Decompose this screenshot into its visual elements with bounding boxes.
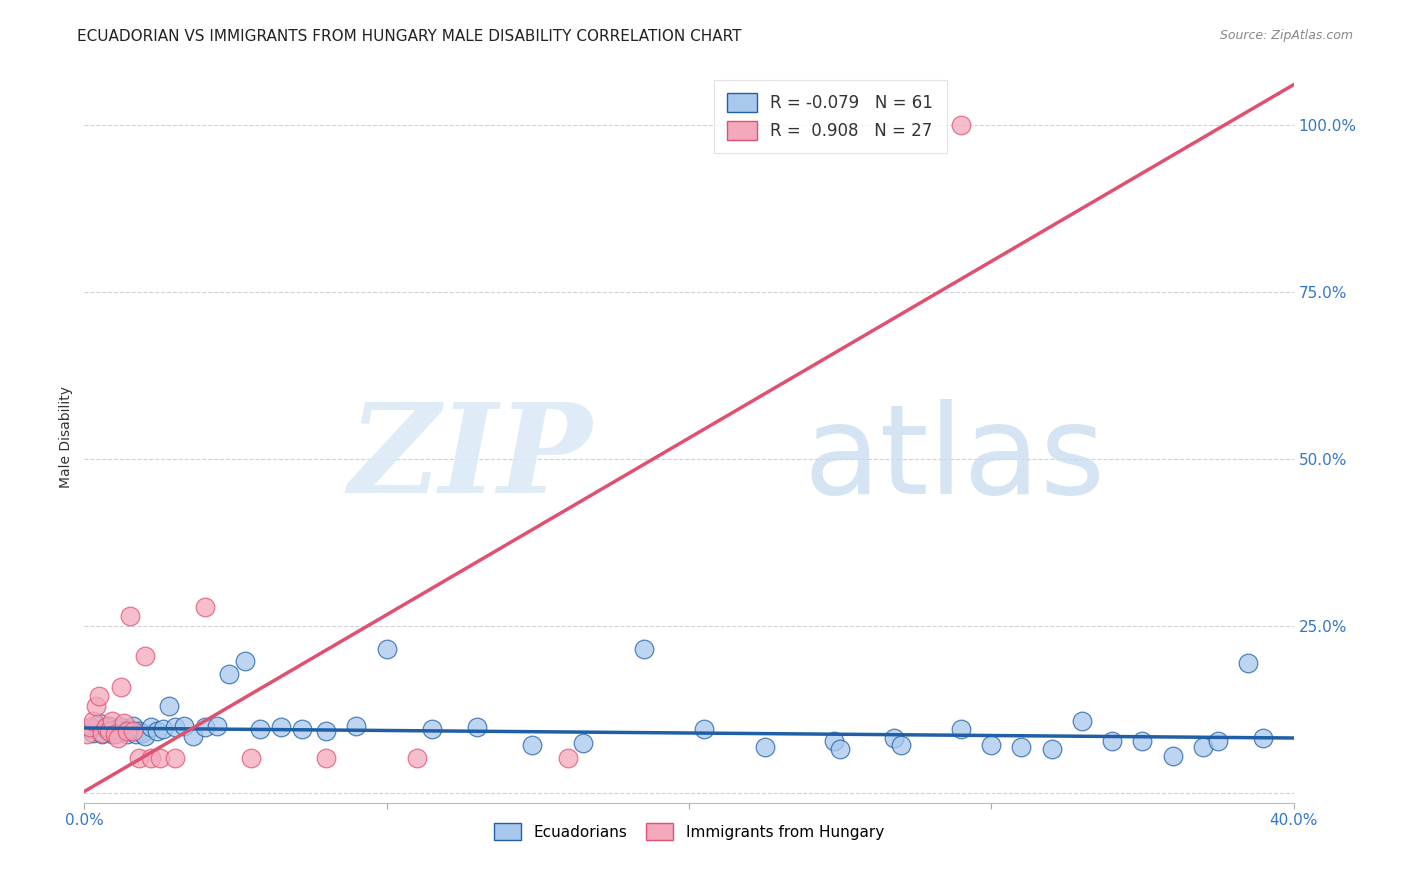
Point — [79, 720, 101, 734]
Point — [633, 642, 655, 657]
Point — [1206, 733, 1229, 747]
Point — [157, 698, 180, 713]
Point — [107, 731, 129, 745]
Text: atlas: atlas — [804, 399, 1107, 519]
Point — [94, 720, 117, 734]
Point — [97, 719, 120, 733]
Point — [131, 725, 153, 739]
Point — [291, 723, 314, 737]
Point — [149, 751, 172, 765]
Point — [118, 608, 141, 623]
Point — [950, 118, 973, 132]
Point — [1192, 740, 1215, 755]
Point — [406, 751, 429, 765]
Point — [890, 738, 912, 752]
Point — [315, 751, 337, 765]
Point — [950, 723, 973, 737]
Point — [128, 724, 150, 739]
Point — [112, 715, 135, 730]
Point — [980, 738, 1002, 752]
Point — [146, 724, 169, 739]
Point — [134, 729, 156, 743]
Point — [181, 729, 204, 743]
Point — [1237, 656, 1260, 670]
Text: Source: ZipAtlas.com: Source: ZipAtlas.com — [1219, 29, 1353, 42]
Point — [89, 715, 111, 730]
Text: ECUADORIAN VS IMMIGRANTS FROM HUNGARY MALE DISABILITY CORRELATION CHART: ECUADORIAN VS IMMIGRANTS FROM HUNGARY MA… — [77, 29, 742, 44]
Point — [693, 723, 716, 737]
Point — [91, 727, 114, 741]
Point — [830, 742, 852, 756]
Point — [134, 648, 156, 663]
Point — [218, 666, 240, 681]
Point — [1011, 740, 1033, 755]
Point — [165, 751, 187, 765]
Point — [97, 724, 120, 739]
Point — [823, 733, 845, 747]
Point — [520, 738, 543, 752]
Point — [115, 724, 138, 739]
Point — [121, 724, 143, 739]
Point — [165, 720, 187, 734]
Point — [97, 724, 120, 739]
Point — [104, 723, 127, 737]
Point — [82, 714, 104, 728]
Point — [125, 727, 148, 741]
Point — [104, 727, 127, 741]
Point — [89, 724, 111, 739]
Point — [89, 689, 111, 703]
Y-axis label: Male Disability: Male Disability — [59, 386, 73, 488]
Text: ZIP: ZIP — [349, 398, 592, 520]
Point — [118, 723, 141, 737]
Point — [467, 720, 489, 734]
Point — [91, 725, 114, 739]
Point — [139, 751, 162, 765]
Point — [249, 723, 271, 737]
Point — [572, 736, 595, 750]
Point — [1101, 733, 1123, 747]
Point — [194, 600, 217, 615]
Point — [207, 719, 229, 733]
Point — [94, 723, 117, 737]
Point — [152, 723, 174, 737]
Point — [375, 642, 398, 657]
Point — [100, 727, 122, 741]
Point — [100, 714, 122, 728]
Point — [1130, 733, 1153, 747]
Point — [883, 731, 905, 745]
Point — [1071, 714, 1094, 728]
Point — [86, 719, 108, 733]
Point — [420, 723, 443, 737]
Point — [346, 719, 368, 733]
Point — [233, 653, 256, 667]
Point — [1161, 749, 1184, 764]
Point — [79, 723, 101, 737]
Point — [270, 720, 292, 734]
Point — [110, 720, 132, 734]
Point — [1040, 742, 1063, 756]
Point — [121, 719, 143, 733]
Point — [239, 751, 262, 765]
Point — [315, 724, 337, 739]
Point — [110, 680, 132, 694]
Point — [76, 727, 98, 741]
Point — [107, 725, 129, 739]
Point — [139, 720, 162, 734]
Point — [86, 698, 108, 713]
Point — [82, 725, 104, 739]
Point — [173, 719, 195, 733]
Point — [112, 724, 135, 739]
Point — [128, 751, 150, 765]
Point — [754, 740, 776, 755]
Point — [1253, 731, 1275, 745]
Point — [194, 720, 217, 734]
Point — [115, 727, 138, 741]
Point — [557, 751, 579, 765]
Legend: Ecuadorians, Immigrants from Hungary: Ecuadorians, Immigrants from Hungary — [488, 816, 890, 847]
